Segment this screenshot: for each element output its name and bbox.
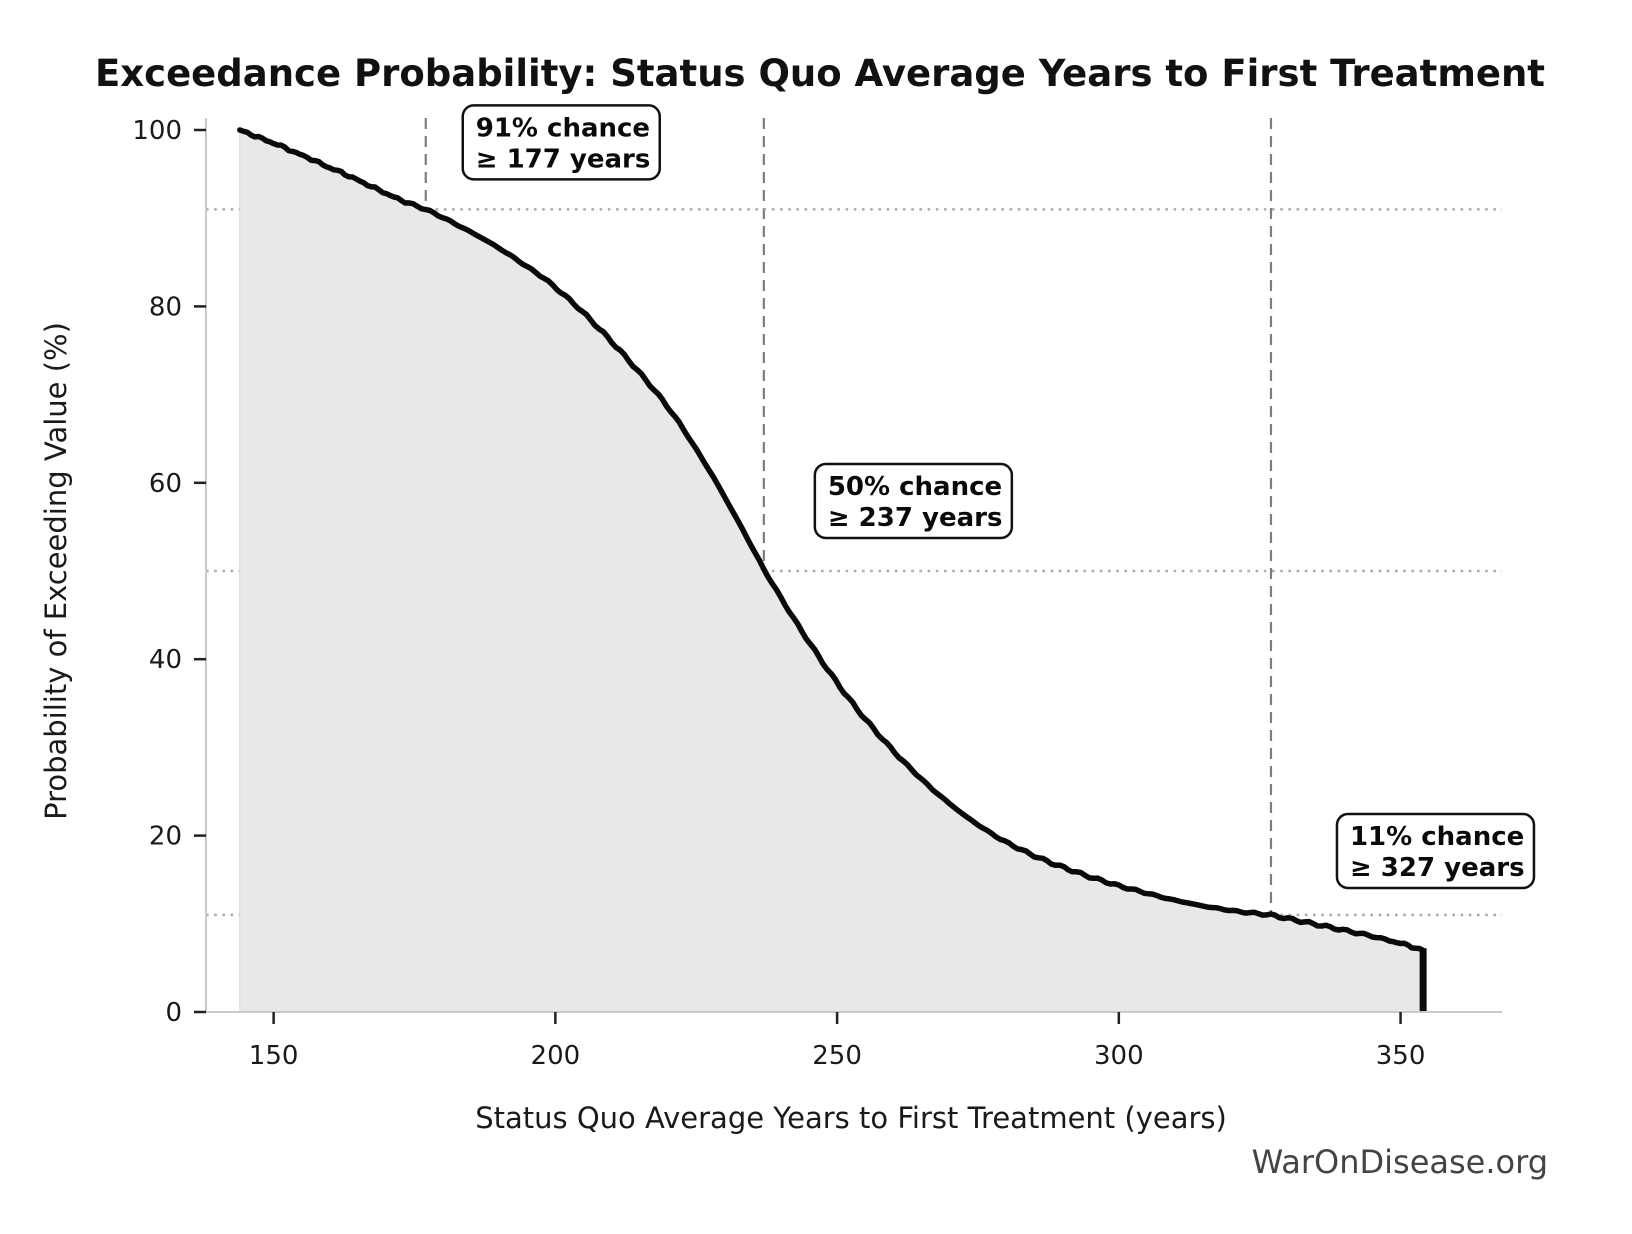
y-tick-label-80: 80: [149, 292, 182, 322]
annotation-chance-237: 50% chance: [828, 472, 1002, 502]
y-axis-label: Probability of Exceeding Value (%): [39, 322, 73, 820]
annotation-177: 91% chance≥ 177 years: [461, 104, 662, 181]
y-tick-label-60: 60: [149, 469, 182, 499]
annotation-years-177: ≥ 177 years: [476, 144, 651, 174]
chart-title: Exceedance Probability: Status Quo Avera…: [95, 52, 1545, 95]
annotation-box-327: [1335, 812, 1536, 890]
x-axis-label: Status Quo Average Years to First Treatm…: [475, 1101, 1227, 1135]
annotation-chance-177: 91% chance: [476, 113, 650, 143]
y-tick-label-100: 100: [132, 116, 182, 146]
exceedance-curve: [237, 127, 1426, 954]
annotation-box-237: [813, 462, 1014, 540]
annotation-box-177: [461, 104, 662, 181]
annotation-years-327: ≥ 327 years: [1350, 853, 1525, 883]
annotation-327: 11% chance≥ 327 years: [1335, 812, 1536, 890]
x-tick-label-200: 200: [531, 1041, 581, 1071]
x-tick-label-150: 150: [249, 1041, 299, 1071]
y-tick-label-40: 40: [149, 645, 182, 675]
axes-layer: 150 200 250 300 350 0 20 40 60 80 100: [132, 116, 1502, 1071]
y-tick-label-0: 0: [165, 998, 182, 1028]
x-tick-label-300: 300: [1094, 1041, 1144, 1071]
annotation-237: 50% chance≥ 237 years: [813, 462, 1014, 540]
x-tick-label-350: 350: [1376, 1041, 1426, 1071]
annotations-layer: 91% chance≥ 177 years 50% chance≥ 237 yea…: [461, 104, 1536, 890]
y-tick-label-20: 20: [149, 822, 182, 852]
curve-area-layer: [237, 127, 1427, 1013]
x-tick-label-250: 250: [812, 1041, 862, 1071]
annotation-years-237: ≥ 237 years: [828, 503, 1003, 533]
watermark: WarOnDisease.org: [1252, 1143, 1548, 1181]
annotation-chance-327: 11% chance: [1350, 822, 1524, 852]
